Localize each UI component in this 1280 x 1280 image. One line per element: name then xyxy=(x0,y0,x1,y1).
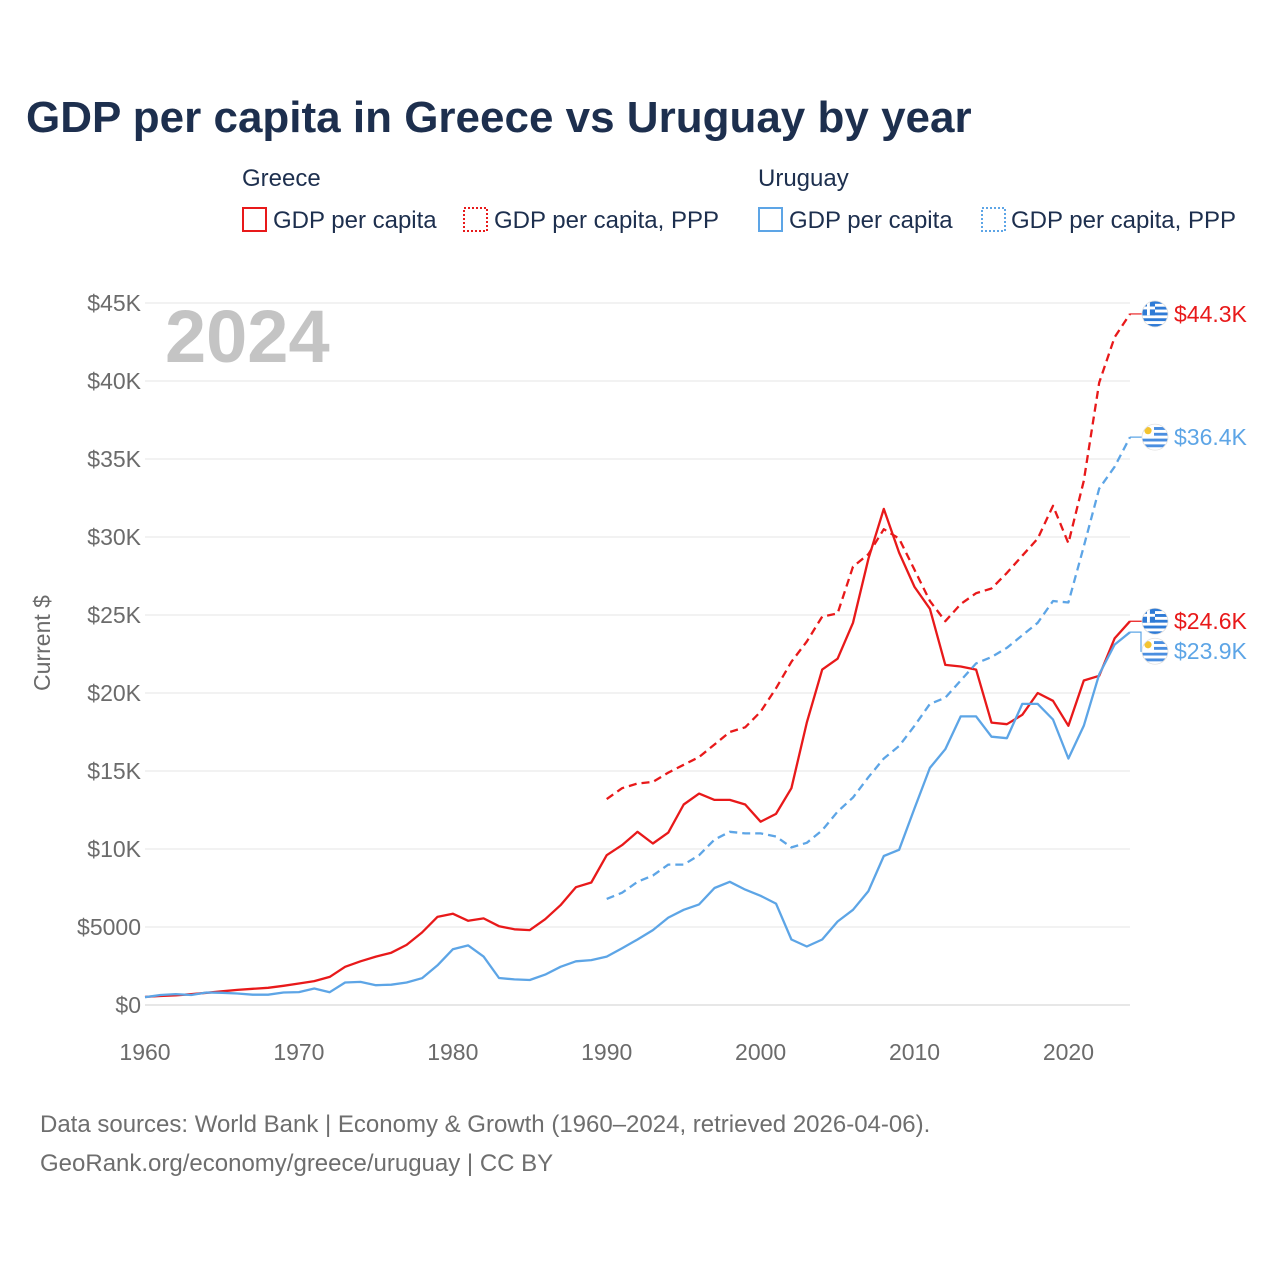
y-axis-title: Current $ xyxy=(29,595,55,691)
x-tick-label: 2010 xyxy=(889,1039,940,1065)
legend-label-greece-ppp: GDP per capita, PPP xyxy=(494,207,719,234)
x-axis-ticks: 1960 1970 1980 1990 2000 2010 2020 xyxy=(119,1039,1094,1065)
end-label-greece-gdp: $24.6K xyxy=(1174,608,1248,634)
series-line-uruguay-ppp xyxy=(606,436,1132,900)
x-tick-label: 1980 xyxy=(427,1039,478,1065)
series-lines xyxy=(144,313,1132,999)
y-tick-label: $30K xyxy=(87,524,141,550)
legend-label-uruguay-ppp: GDP per capita, PPP xyxy=(1011,207,1236,234)
end-label-uruguay-gdp: $23.9K xyxy=(1174,638,1248,664)
end-label-greece-ppp: $44.3K xyxy=(1174,301,1248,327)
x-tick-label: 2000 xyxy=(735,1039,786,1065)
y-tick-label: $20K xyxy=(87,680,141,706)
legend-swatch-uruguay-gdp xyxy=(758,207,783,232)
legend-swatch-uruguay-ppp xyxy=(981,207,1006,232)
year-overlay: 2024 xyxy=(165,295,330,378)
y-tick-label: $0 xyxy=(115,992,141,1018)
series-line-greece-ppp xyxy=(606,313,1131,801)
y-tick-label: $25K xyxy=(87,602,141,628)
y-tick-label: $15K xyxy=(87,758,141,784)
x-tick-label: 1990 xyxy=(581,1039,632,1065)
chart-title: GDP per capita in Greece vs Uruguay by y… xyxy=(26,93,972,142)
series-line-greece-gdp xyxy=(144,507,1131,999)
y-tick-label: $40K xyxy=(87,368,141,394)
legend: Greece GDP per capita GDP per capita, PP… xyxy=(242,165,1236,234)
y-tick-label: $5000 xyxy=(77,914,141,940)
source-line-2: GeoRank.org/economy/greece/uruguay | CC … xyxy=(40,1150,553,1177)
legend-group-uruguay-title: Uruguay xyxy=(758,165,849,192)
y-axis-ticks: $0 $5000 $10K $15K $20K $25K $30K $35K $40K $45K xyxy=(77,290,142,1018)
end-labels: $44.3K $36.4K $24.6K $23.9K xyxy=(1130,300,1248,665)
greece-flag-icon xyxy=(1141,300,1169,328)
legend-label-uruguay-gdp: GDP per capita xyxy=(789,207,953,234)
end-label-uruguay-ppp: $36.4K xyxy=(1174,424,1248,450)
uruguay-flag-icon xyxy=(1141,637,1169,665)
legend-group-greece-title: Greece xyxy=(242,165,321,192)
y-tick-label: $45K xyxy=(87,290,141,316)
source-line-1: Data sources: World Bank | Economy & Gro… xyxy=(40,1111,930,1138)
y-tick-label: $35K xyxy=(87,446,141,472)
x-tick-label: 2020 xyxy=(1043,1039,1094,1065)
x-tick-label: 1960 xyxy=(119,1039,170,1065)
gridlines xyxy=(145,302,1130,928)
legend-swatch-greece-gdp xyxy=(242,207,267,232)
x-tick-label: 1970 xyxy=(273,1039,324,1065)
legend-label-greece-gdp: GDP per capita xyxy=(273,207,437,234)
legend-swatch-greece-ppp xyxy=(463,207,488,232)
series-line-uruguay-gdp xyxy=(144,631,1131,999)
uruguay-flag-icon xyxy=(1141,423,1169,451)
greece-flag-icon xyxy=(1141,607,1169,635)
y-tick-label: $10K xyxy=(87,836,141,862)
